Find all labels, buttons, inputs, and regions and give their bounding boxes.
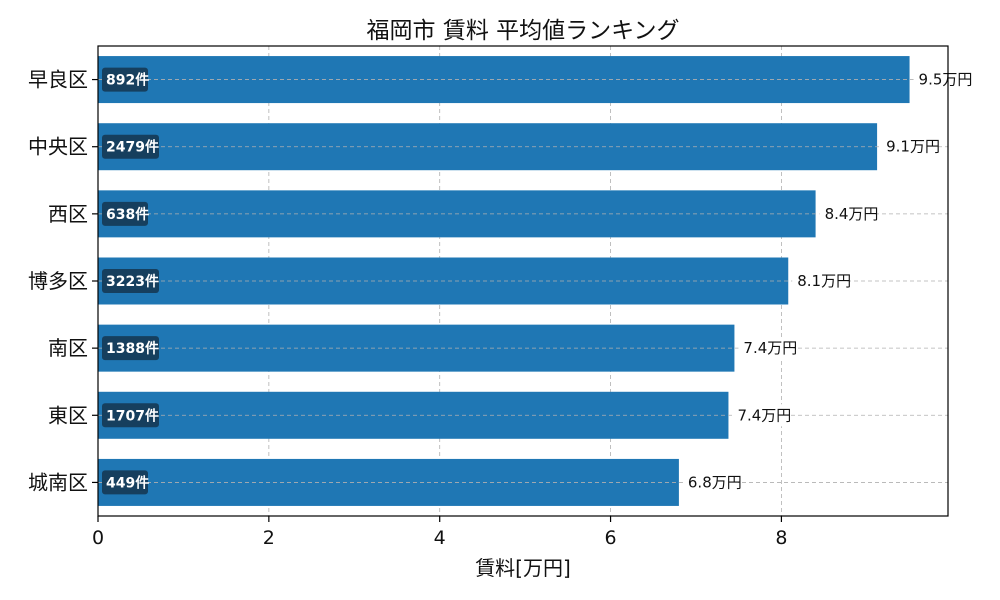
count-badge (102, 403, 159, 428)
value-label: 8.1万円 (797, 272, 851, 290)
x-tick-label: 4 (434, 527, 446, 549)
value-label-bg (732, 404, 788, 427)
value-label: 9.1万円 (886, 138, 940, 156)
value-label-bg (913, 68, 969, 91)
bar (98, 123, 878, 171)
x-axis-label: 賃料[万円] (475, 556, 571, 580)
value-label-bg (682, 471, 738, 494)
bar-labels: 892件 9.5万円 2479件 9.1万円 638件 8.4万円 3223件 8.1万円 13… (102, 67, 973, 495)
count-badge (102, 67, 148, 92)
y-tick-label: 城南区 (28, 470, 88, 494)
value-label: 7.4万円 (737, 406, 791, 424)
value-label-bg (738, 337, 794, 360)
y-tick-label: 南区 (48, 336, 88, 360)
count-label: 2479件 (106, 139, 159, 156)
y-tick-label: 早良区 (28, 68, 88, 92)
x-tick-label: 8 (775, 527, 787, 549)
chart-title: 福岡市 賃料 平均値ランキング (367, 18, 680, 44)
y-tick-label: 博多区 (28, 269, 88, 293)
count-badge (102, 470, 148, 495)
count-badge (102, 134, 159, 159)
value-label-bg (819, 202, 875, 225)
count-label: 3223件 (106, 273, 159, 290)
x-axis-ticks: 0 2 4 6 8 (92, 516, 787, 549)
value-label: 6.8万円 (688, 473, 742, 491)
x-tick-label: 6 (605, 527, 617, 549)
value-label: 7.4万円 (743, 339, 797, 357)
value-label: 8.4万円 (825, 205, 879, 223)
value-label: 9.5万円 (919, 71, 973, 89)
value-label-bg (792, 270, 848, 292)
value-label-bg (881, 135, 937, 158)
count-label: 638件 (106, 206, 149, 223)
count-label: 1388件 (106, 340, 159, 357)
y-tick-label: 中央区 (28, 135, 88, 159)
count-badge (102, 201, 148, 226)
x-tick-label: 2 (263, 527, 275, 549)
count-label: 1707件 (106, 407, 159, 424)
count-label: 449件 (106, 474, 149, 491)
count-badge (102, 336, 159, 361)
x-tick-label: 0 (92, 527, 104, 549)
y-tick-label: 西区 (48, 202, 88, 226)
y-tick-label: 東区 (48, 403, 88, 427)
count-label: 892件 (106, 72, 149, 89)
count-badge (102, 269, 159, 293)
